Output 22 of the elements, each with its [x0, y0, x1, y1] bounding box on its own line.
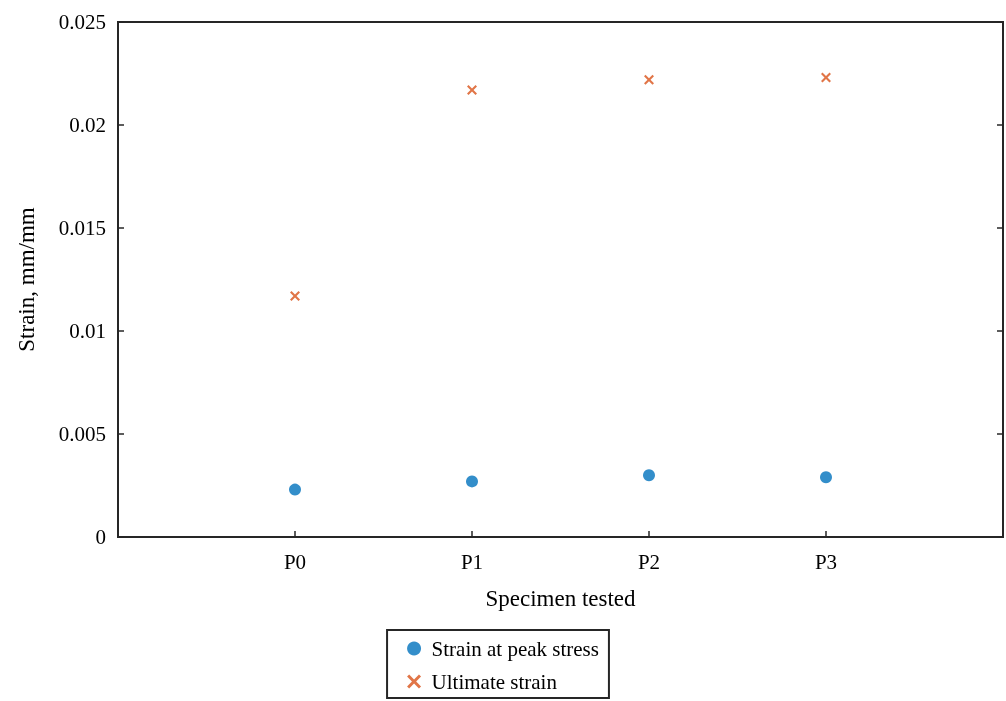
y-tick-label: 0.015 — [58, 216, 106, 240]
point — [467, 84, 477, 95]
x-tick-label: P1 — [460, 549, 484, 574]
point — [289, 483, 301, 496]
x-tick-label: P2 — [637, 549, 661, 574]
point — [644, 74, 654, 85]
y-tick-label: 0.005 — [58, 422, 106, 446]
y-tick-label: 0.01 — [69, 319, 106, 343]
y-tick-label: 0.02 — [69, 113, 106, 137]
point — [466, 475, 478, 488]
y-axis-title: Strain, mm/mm — [14, 207, 39, 352]
point — [290, 290, 300, 301]
legend-label: Strain at peak stress — [431, 636, 599, 661]
x-tick-label: P3 — [814, 549, 838, 574]
x-axis-title: Specimen tested — [485, 586, 637, 611]
point — [643, 469, 655, 482]
y-tick-label: 0 — [95, 525, 106, 549]
x-tick-label: P0 — [283, 549, 307, 574]
point — [820, 471, 832, 484]
point — [821, 72, 831, 83]
legend-label: Ultimate strain — [431, 669, 558, 694]
y-tick-label: 0.025 — [58, 10, 106, 34]
